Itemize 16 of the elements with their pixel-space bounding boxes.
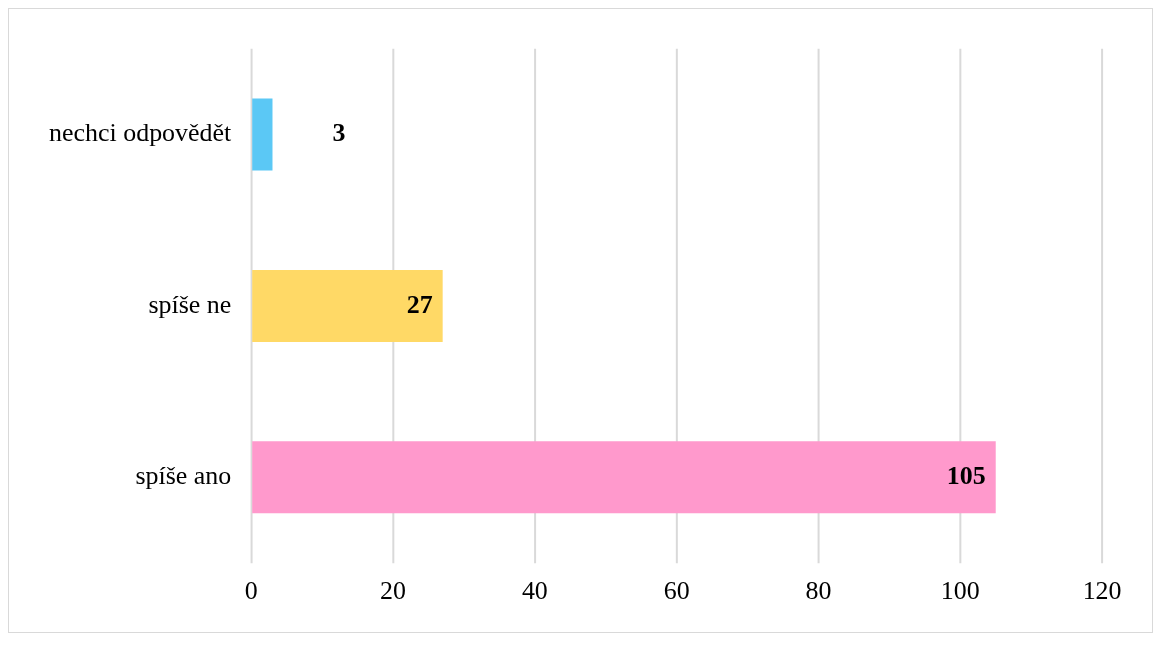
bar	[252, 269, 443, 342]
x-tick-label: 20	[380, 576, 406, 606]
data-label: 3	[332, 118, 346, 148]
y-tick-label: spíše ano	[135, 461, 232, 491]
x-tick-label: 60	[663, 576, 690, 606]
x-tick-label: 80	[805, 576, 832, 606]
y-tick-label: nechci odpovědět	[49, 118, 233, 148]
bar	[252, 98, 273, 171]
data-label: 27	[406, 289, 433, 319]
x-tick-label: 40	[521, 576, 548, 606]
x-tick-label: 100	[940, 576, 980, 606]
x-tick-label: 0	[244, 576, 258, 606]
x-tick-label: 120	[1082, 576, 1122, 606]
y-tick-label: spíše ne	[148, 289, 232, 319]
data-label: 105	[946, 461, 986, 491]
bar	[252, 441, 996, 514]
